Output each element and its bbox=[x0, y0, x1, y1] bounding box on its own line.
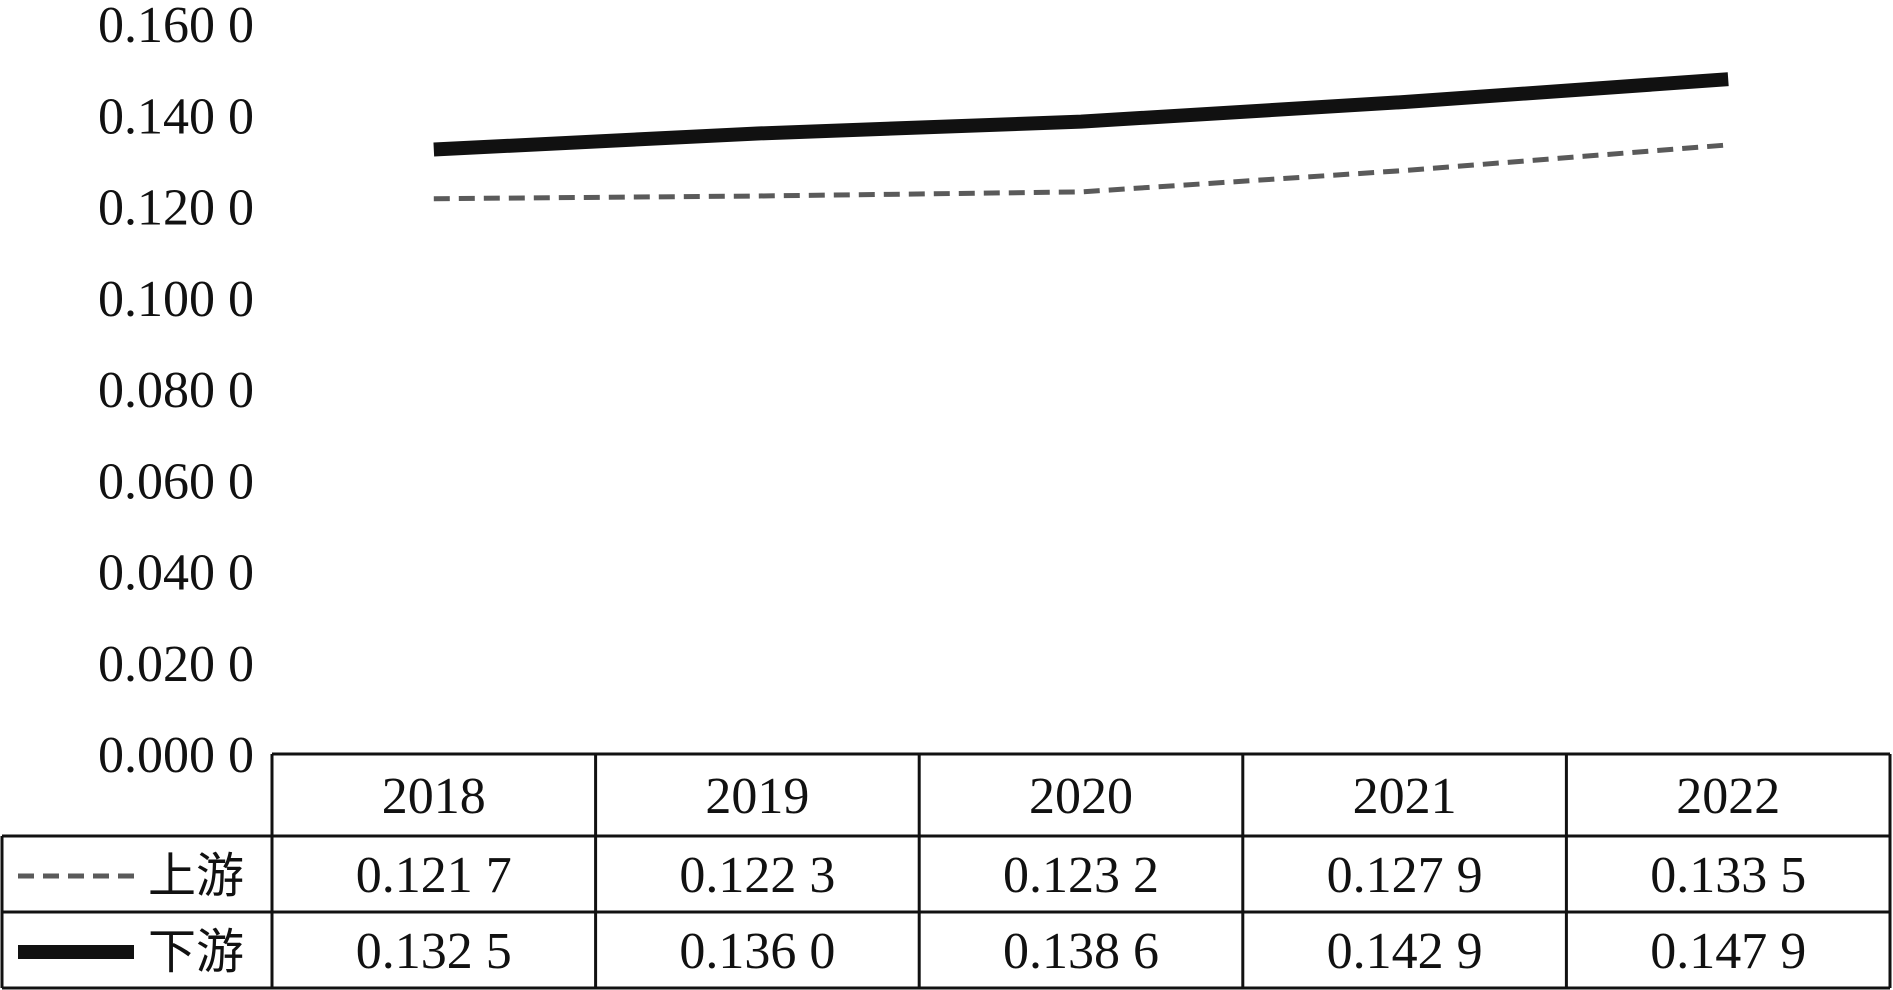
data-label: 0.123 2 bbox=[1003, 847, 1159, 904]
data-label: 0.136 0 bbox=[679, 923, 835, 980]
x-tick-label: 2020 bbox=[1029, 768, 1133, 825]
data-label: 0.147 9 bbox=[1650, 923, 1806, 980]
series-layer bbox=[433, 72, 1729, 202]
y-tick-label: 0.040 0 bbox=[98, 545, 254, 602]
legend-entry: 下游 bbox=[148, 924, 244, 980]
y-tick-label: 0.020 0 bbox=[98, 636, 254, 693]
data-label: 0.132 5 bbox=[356, 923, 512, 980]
y-axis: 0.000 0 0.020 0 0.040 0 0.060 0 0.080 0 0.100… bbox=[98, 0, 254, 784]
y-tick-label: 0.140 0 bbox=[98, 88, 254, 145]
series-line-upstream bbox=[433, 142, 1729, 202]
data-label: 0.138 6 bbox=[1003, 923, 1159, 980]
data-label: 0.142 9 bbox=[1327, 923, 1483, 980]
x-tick-label: 2019 bbox=[705, 768, 809, 825]
y-tick-label: 0.080 0 bbox=[98, 362, 254, 419]
data-table: 2018 2019 2020 2021 2022 上游 0.121 7 0.122 3 0.12… bbox=[0, 752, 1892, 990]
y-tick-label: 0.160 0 bbox=[98, 0, 254, 54]
data-label: 0.127 9 bbox=[1327, 847, 1483, 904]
legend-entry: 上游 bbox=[148, 848, 244, 904]
y-tick-label: 0.060 0 bbox=[98, 453, 254, 510]
data-label: 0.121 7 bbox=[356, 847, 512, 904]
x-tick-label: 2021 bbox=[1353, 768, 1457, 825]
y-tick-label: 0.120 0 bbox=[98, 180, 254, 237]
y-tick-label: 0.100 0 bbox=[98, 271, 254, 328]
x-tick-label: 2018 bbox=[382, 768, 486, 825]
series-line-downstream bbox=[433, 72, 1729, 157]
data-label: 0.133 5 bbox=[1650, 847, 1806, 904]
data-label: 0.122 3 bbox=[679, 847, 835, 904]
x-tick-label: 2022 bbox=[1676, 768, 1780, 825]
y-tick-label: 0.000 0 bbox=[98, 727, 254, 784]
